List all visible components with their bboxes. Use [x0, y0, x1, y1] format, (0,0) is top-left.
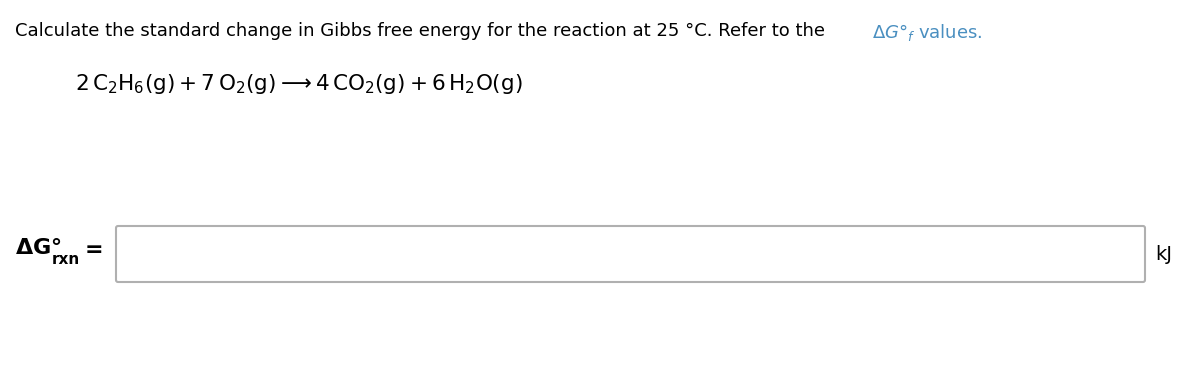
Text: =: =	[85, 240, 103, 260]
Text: $\mathregular{2\,C_2H_6(g) + 7\,O_2(g) \longrightarrow 4\,CO_2(g) + 6\,H_2O(g)}$: $\mathregular{2\,C_2H_6(g) + 7\,O_2(g) \…	[74, 72, 522, 96]
FancyBboxPatch shape	[116, 226, 1145, 282]
Text: $\mathit{\Delta G°_f}$ values.: $\mathit{\Delta G°_f}$ values.	[872, 22, 983, 43]
Text: rxn: rxn	[52, 253, 80, 268]
Text: $\mathbf{\Delta G°}$: $\mathbf{\Delta G°}$	[14, 238, 61, 258]
Text: kJ: kJ	[1154, 245, 1172, 263]
Text: Calculate the standard change in Gibbs free energy for the reaction at 25 °C. Re: Calculate the standard change in Gibbs f…	[14, 22, 830, 40]
